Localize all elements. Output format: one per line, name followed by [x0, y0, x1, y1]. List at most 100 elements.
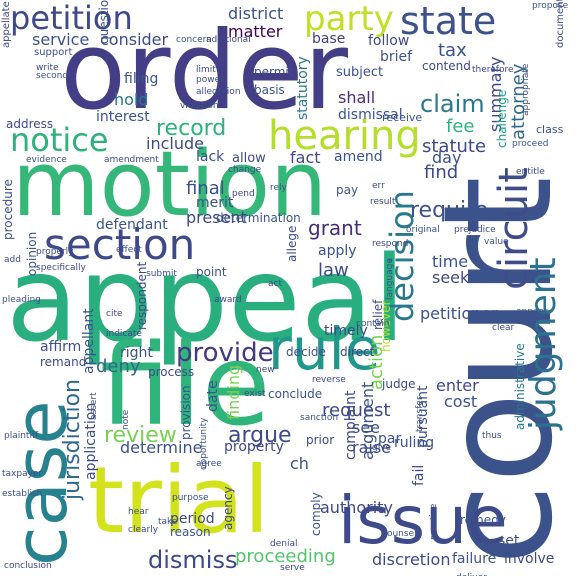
- word-judge: judge: [382, 377, 416, 391]
- word-appear: appear: [516, 307, 548, 317]
- word-present: present: [186, 208, 247, 227]
- word-administrative: administrative: [513, 343, 527, 430]
- word-conclude: conclude: [268, 387, 323, 401]
- word-subject: subject: [336, 65, 384, 80]
- word-cost: cost: [444, 392, 478, 411]
- word-district: district: [228, 4, 284, 23]
- word-proceed: proceed: [512, 139, 549, 149]
- word-discretion: discretion: [372, 550, 451, 569]
- word-err: err: [372, 181, 385, 191]
- word-appropriate: appropriate: [521, 63, 531, 116]
- word-date: date: [205, 380, 221, 412]
- word-conclusion: conclusion: [4, 561, 52, 571]
- word-serve: serve: [280, 563, 305, 573]
- word-deliver: deliver: [456, 574, 487, 576]
- word-power: power: [196, 75, 224, 85]
- word-write: write: [36, 63, 59, 73]
- word-hearing: hearing: [268, 113, 421, 159]
- word-judgment: judgment: [523, 257, 564, 430]
- word-consider: consider: [100, 30, 169, 49]
- word-period: period: [170, 511, 215, 527]
- word-allege: allege: [285, 225, 299, 262]
- word-include: include: [146, 134, 204, 153]
- word-cite: cite: [106, 309, 123, 319]
- word-property: property: [224, 439, 284, 455]
- word-limit: limit: [196, 65, 216, 75]
- word-plaintiff: plaintiff: [4, 431, 39, 441]
- word-give: give: [372, 443, 392, 453]
- word-base: base: [312, 31, 346, 47]
- word-argue: argue: [228, 423, 292, 448]
- word-ruling: ruling: [394, 435, 435, 451]
- word-entitle: entitle: [516, 167, 545, 177]
- word-amend: amend: [334, 149, 383, 165]
- word-taxpayer: taxpayer: [2, 469, 43, 479]
- word-contain: contain: [356, 319, 390, 329]
- word-pend: pend: [232, 189, 255, 199]
- word-appeal: appeal: [6, 230, 406, 368]
- word-seek: seek: [432, 268, 470, 287]
- word-right: right: [120, 345, 153, 361]
- word-service: service: [32, 30, 90, 49]
- word-award: award: [214, 295, 242, 305]
- word-reason: reason: [170, 525, 211, 539]
- word-deny: deny: [96, 356, 141, 377]
- word-purpose: purpose: [172, 493, 209, 503]
- word-dismiss: dismiss: [148, 546, 238, 574]
- word-finding: finding: [224, 364, 243, 420]
- word-statutory: statutory: [295, 56, 311, 120]
- word-exist: exist: [244, 389, 266, 399]
- word-agency: agency: [221, 486, 235, 530]
- word-tax: tax: [438, 40, 467, 61]
- word-comply: comply: [309, 492, 323, 536]
- word-rely: rely: [270, 183, 287, 193]
- word-complaint: complaint: [343, 390, 359, 460]
- word-interest: interest: [96, 109, 150, 125]
- word-find: find: [424, 162, 459, 183]
- word-allow: allow: [232, 151, 266, 166]
- word-original: original: [406, 225, 440, 235]
- word-question: question: [97, 0, 111, 44]
- word-address: address: [6, 117, 54, 131]
- word-value: value: [484, 237, 509, 247]
- word-effect: effect: [116, 245, 142, 255]
- word-record: record: [156, 116, 227, 141]
- word-matter: matter: [228, 22, 283, 41]
- word-contend: contend: [422, 59, 471, 73]
- word-direct: direct: [340, 345, 375, 359]
- word-ch: ch: [290, 454, 309, 473]
- word-jurisdiction: jurisdiction: [60, 379, 85, 500]
- word-allegation: allegation: [196, 87, 241, 97]
- word-language: language: [385, 258, 395, 300]
- word-require: require: [410, 198, 489, 223]
- word-par: par: [378, 431, 402, 447]
- word-grant: grant: [308, 216, 362, 240]
- word-transfer: transfer: [415, 396, 425, 432]
- word-submit: submit: [146, 269, 177, 279]
- word-remedy: remedy: [460, 513, 506, 527]
- word-practice: practice: [429, 503, 439, 540]
- word-apply: apply: [318, 243, 357, 259]
- word-trial: trial: [88, 447, 270, 554]
- word-specifically: specifically: [36, 263, 86, 273]
- word-motion: motion: [12, 132, 328, 237]
- word-statute: statute: [422, 136, 487, 157]
- word-support: support: [34, 47, 73, 58]
- word-lack: lack: [196, 149, 225, 165]
- word-set: set: [498, 533, 520, 549]
- word-party: party: [304, 0, 394, 39]
- word-merit: merit: [196, 195, 234, 211]
- word-denial: denial: [270, 539, 298, 549]
- word-timely: timely: [324, 323, 368, 339]
- word-assert: assert: [89, 392, 99, 420]
- word-permit: permit: [254, 65, 294, 79]
- word-concern: concern: [176, 35, 212, 45]
- word-law: law: [318, 260, 349, 281]
- word-remand: remand: [40, 355, 87, 369]
- word-involve: involve: [504, 551, 555, 567]
- word-challenge: challenge: [495, 89, 509, 148]
- word-hear: hear: [128, 507, 149, 517]
- word-request: request: [322, 400, 391, 421]
- word-establish: establish: [2, 489, 43, 499]
